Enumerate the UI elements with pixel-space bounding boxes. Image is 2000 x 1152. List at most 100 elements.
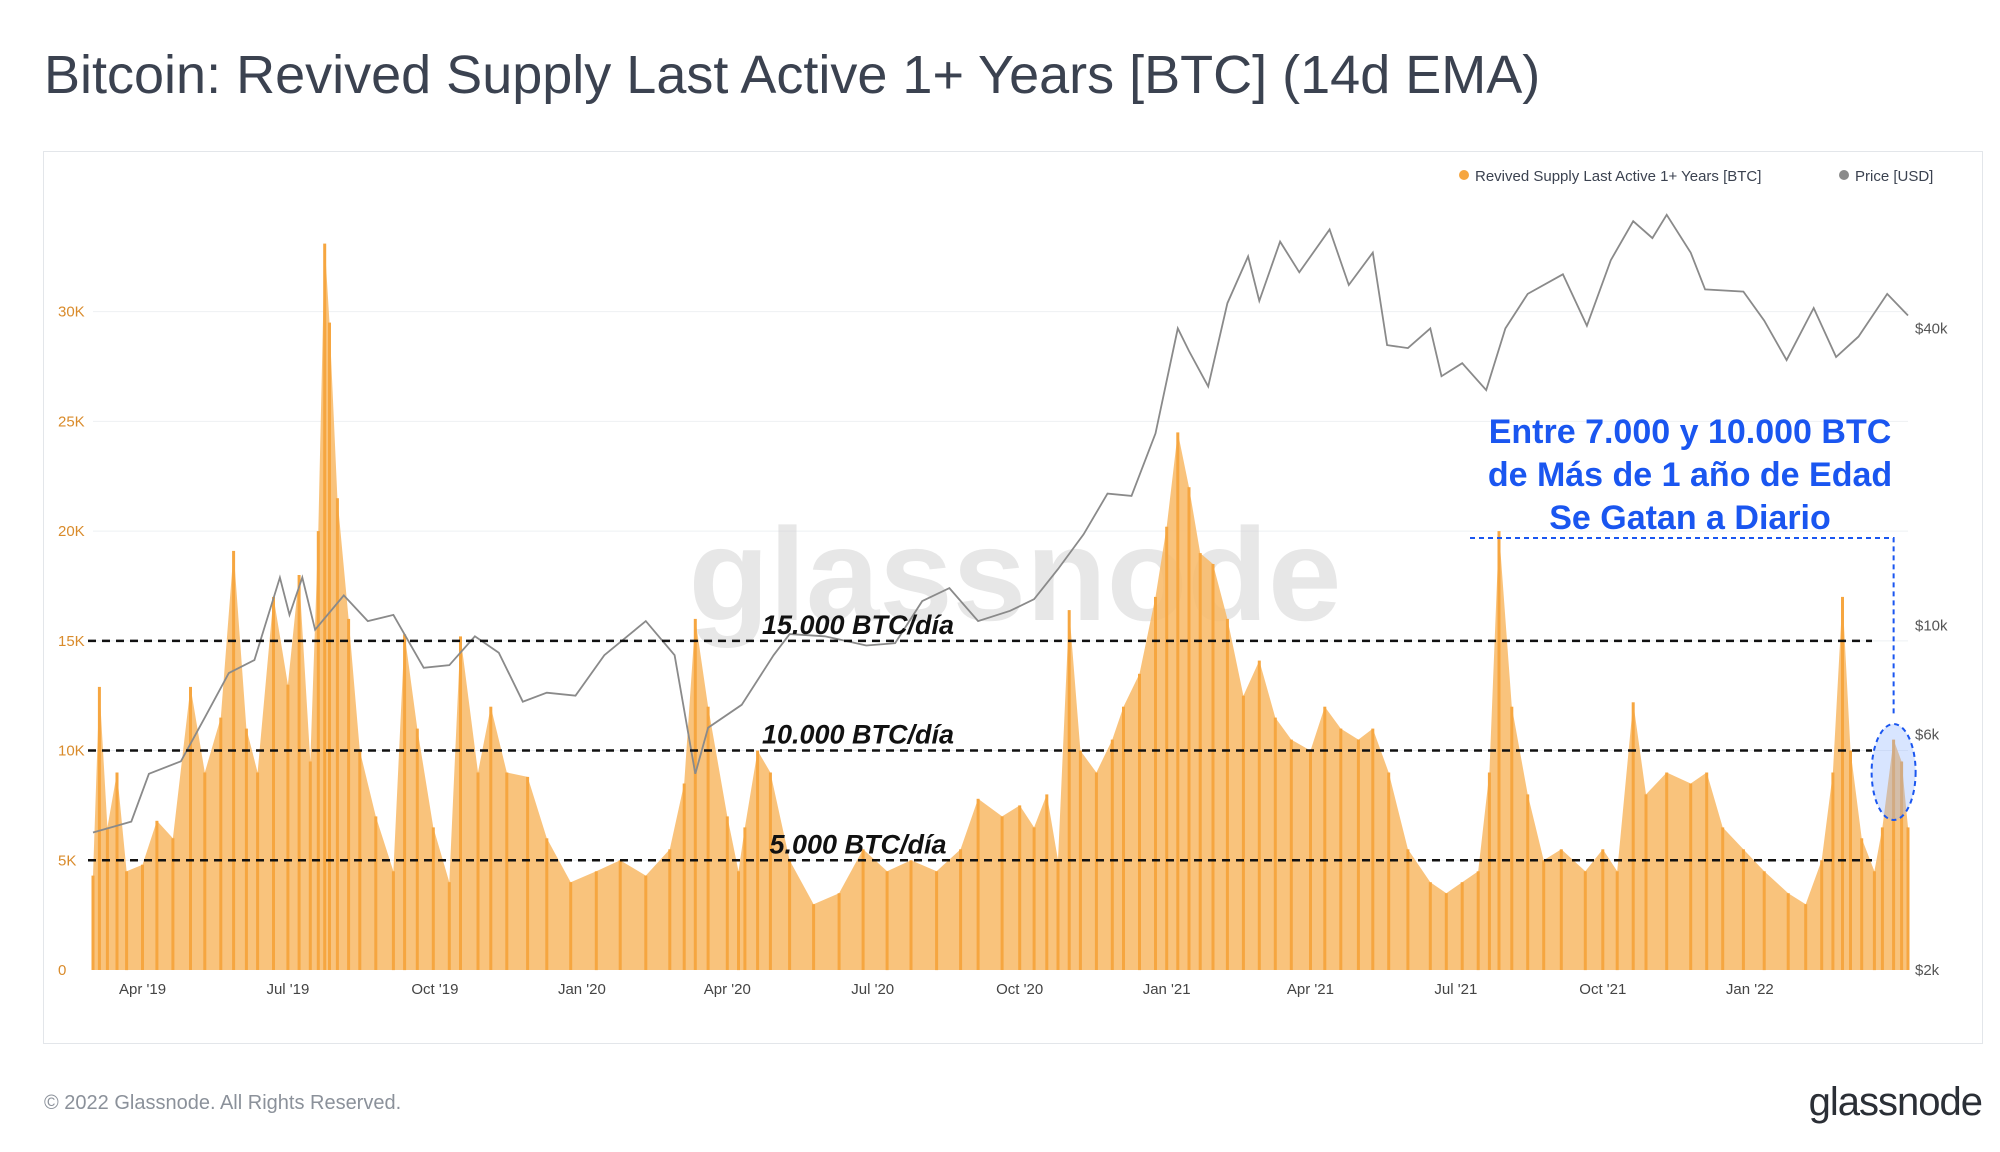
bar [91, 875, 95, 970]
y2-tick-label: $6k [1915, 727, 1940, 744]
bar [668, 849, 672, 970]
bar [885, 871, 889, 971]
bar [1273, 717, 1277, 970]
bar [1892, 739, 1896, 970]
bar [1444, 893, 1448, 970]
annotation-text: Entre 7.000 y 10.000 BTC [1489, 413, 1892, 451]
bar [1820, 860, 1824, 970]
copyright-text: © 2022 Glassnode. All Rights Reserved. [44, 1092, 402, 1114]
bar [1176, 432, 1180, 970]
bar [447, 882, 451, 970]
glassnode-logo: glassnode [1808, 1080, 1983, 1124]
bar [459, 636, 462, 970]
bar [1559, 849, 1563, 970]
bar [1831, 772, 1835, 970]
bar [323, 243, 327, 971]
bar [171, 838, 175, 970]
reference-line-label: 15.000 BTC/día [762, 610, 954, 640]
bar [374, 816, 378, 970]
bar [1900, 761, 1904, 970]
bar [569, 882, 573, 970]
bar [141, 864, 144, 970]
x-tick-label: Jan '21 [1143, 981, 1191, 998]
bar [203, 772, 207, 970]
bar [644, 875, 648, 970]
bar [737, 871, 740, 971]
bar [391, 871, 395, 971]
price-line [92, 213, 1909, 834]
bar [1631, 702, 1635, 970]
bar [1371, 728, 1375, 970]
bar [347, 618, 351, 970]
y-tick-label: 25K [58, 413, 85, 430]
bar [1067, 610, 1071, 970]
bar [725, 816, 729, 970]
bar [1032, 827, 1036, 970]
bar [1323, 706, 1327, 970]
bar [308, 761, 312, 970]
bar [431, 827, 435, 970]
x-tick-label: Jan '22 [1726, 981, 1774, 998]
x-tick-label: Jul '21 [1434, 981, 1477, 998]
bar [1165, 526, 1169, 970]
bar [1665, 772, 1669, 970]
bar [768, 772, 772, 970]
bar [743, 827, 747, 970]
bar [1257, 660, 1261, 970]
bar [403, 634, 407, 971]
bar [1476, 871, 1480, 971]
bar [1804, 904, 1808, 970]
chart-frame [43, 151, 1983, 1044]
bar [155, 820, 159, 970]
bar [125, 871, 129, 971]
bar [1741, 849, 1745, 970]
bar [1460, 882, 1464, 970]
bar [693, 618, 697, 970]
bar [1406, 849, 1410, 970]
bar [1526, 794, 1530, 970]
bar [1762, 871, 1766, 971]
bar [1138, 673, 1141, 971]
y-tick-label: 30K [58, 304, 85, 321]
bar [1339, 728, 1343, 970]
annotation-text: Se Gatan a Diario [1549, 499, 1831, 537]
bar [756, 750, 760, 970]
bar [861, 849, 865, 970]
y2-tick-label: $40k [1915, 320, 1948, 337]
bar [1211, 564, 1215, 970]
x-tick-label: Jul '20 [851, 981, 894, 998]
annotation-connector [1470, 537, 1895, 716]
bar [335, 498, 339, 970]
bar [1056, 860, 1060, 970]
bar [256, 772, 260, 970]
legend-label: Price [USD] [1855, 168, 1933, 185]
bar [476, 772, 480, 970]
bar [1241, 695, 1245, 970]
legend-marker [1839, 170, 1849, 180]
bar [272, 596, 275, 970]
bar [1094, 772, 1098, 970]
y2-tick-label: $10k [1915, 617, 1948, 634]
bar [788, 860, 792, 970]
bar [232, 550, 236, 970]
bar [706, 706, 710, 970]
bar [1860, 838, 1864, 970]
bar [909, 860, 913, 970]
y-tick-label: 20K [58, 523, 85, 540]
bar [1000, 816, 1004, 970]
bar [1601, 849, 1605, 970]
bar [1387, 772, 1391, 970]
bar [1721, 827, 1725, 970]
bar [1198, 553, 1202, 970]
bar [976, 798, 980, 970]
x-tick-label: Oct '19 [411, 981, 458, 998]
bar [105, 827, 109, 970]
watermark-text: glassnode [689, 501, 1342, 648]
bar [1615, 871, 1619, 971]
bar [1510, 706, 1514, 970]
x-tick-label: Apr '20 [704, 981, 751, 998]
bar [244, 728, 248, 970]
bar-series [91, 243, 1910, 971]
bar [1689, 783, 1693, 970]
bar [1644, 794, 1648, 970]
